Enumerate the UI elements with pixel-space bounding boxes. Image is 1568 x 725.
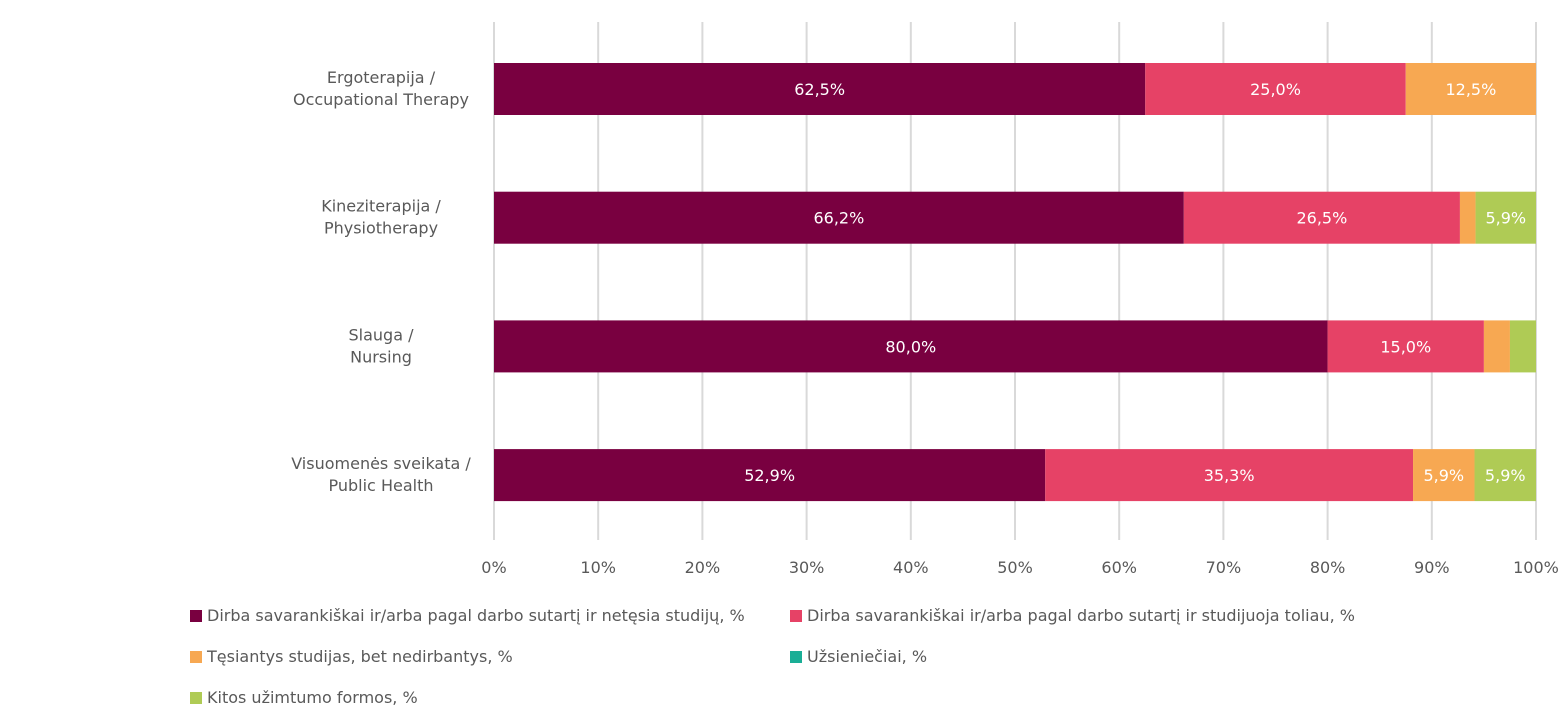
- bar-segment: [1459, 191, 1476, 244]
- data-label: 12,5%: [1445, 80, 1496, 99]
- legend-label: Dirba savarankiškai ir/arba pagal darbo …: [207, 606, 745, 625]
- legend-item: Tęsiantys studijas, bet nedirbantys, %: [190, 647, 513, 666]
- x-axis-tick-labels: 0% 10% 20% 30% 40% 50% 60% 70% 80% 90% 100%: [481, 558, 1559, 577]
- legend-swatch: [190, 650, 202, 663]
- x-tick-label: 90%: [1414, 558, 1450, 577]
- x-tick-label: 40%: [893, 558, 929, 577]
- legend-swatch: [790, 650, 802, 663]
- data-label: 5,9%: [1485, 209, 1526, 228]
- x-tick-label: 60%: [1101, 558, 1137, 577]
- data-label: 80,0%: [885, 337, 936, 356]
- x-tick-label: 100%: [1513, 558, 1559, 577]
- legend-label: Užsieniečiai, %: [807, 647, 928, 666]
- category-label: Occupational Therapy: [293, 90, 469, 109]
- legend-item: Užsieniečiai, %: [790, 647, 927, 666]
- legend-item: Kitos užimtumo formos, %: [190, 688, 418, 707]
- legend-item: Dirba savarankiškai ir/arba pagal darbo …: [190, 606, 745, 625]
- bar-segment: [1327, 320, 1484, 373]
- bars: 62,5% 25,0% 12,5% 66,2% 26,5% 5,9% 80,0% 15,0% 5…: [494, 63, 1536, 502]
- bar-segment: [1474, 449, 1536, 502]
- category-label: Kineziterapija /: [321, 197, 441, 216]
- data-label: 52,9%: [744, 466, 795, 485]
- stacked-bar-chart: 62,5% 25,0% 12,5% 66,2% 26,5% 5,9% 80,0% 15,0% 5…: [291, 22, 1559, 577]
- category-label: Public Health: [329, 476, 434, 495]
- legend-swatch: [190, 609, 202, 622]
- bar-segment: [1045, 449, 1414, 502]
- category-label: Ergoterapija /: [327, 68, 436, 87]
- category-label: Physiotherapy: [324, 219, 438, 238]
- category-label: Nursing: [350, 347, 412, 366]
- x-tick-label: 70%: [1206, 558, 1242, 577]
- bar-segment: [494, 191, 1184, 244]
- category-label: Visuomenės sveikata /: [291, 454, 471, 473]
- data-label: 25,0%: [1250, 80, 1301, 99]
- bar-segment: [1145, 63, 1406, 115]
- legend-swatch: [790, 609, 802, 622]
- legend-swatch: [190, 691, 202, 704]
- bar-segment: [494, 449, 1046, 502]
- x-tick-label: 80%: [1310, 558, 1346, 577]
- x-tick-label: 50%: [997, 558, 1033, 577]
- data-label: 15,0%: [1380, 337, 1431, 356]
- x-tick-label: 10%: [580, 558, 616, 577]
- bar-segment: [494, 320, 1328, 373]
- legend-item: Dirba savarankiškai ir/arba pagal darbo …: [790, 606, 1355, 625]
- category-labels: Ergoterapija / Occupational Therapy Kinezi…: [291, 68, 471, 495]
- bar-segment: [1405, 63, 1536, 115]
- legend-label: Tęsiantys studijas, bet nedirbantys, %: [207, 647, 513, 666]
- category-label: Slauga /: [349, 325, 415, 344]
- data-label: 66,2%: [813, 209, 864, 228]
- data-label: 5,9%: [1485, 466, 1526, 485]
- data-label: 5,9%: [1423, 466, 1464, 485]
- x-tick-label: 0%: [481, 558, 506, 577]
- bar-segment: [494, 63, 1146, 115]
- bar-segment: [1413, 449, 1475, 502]
- x-tick-label: 30%: [789, 558, 825, 577]
- bar-segment: [1183, 191, 1460, 244]
- data-label: 26,5%: [1296, 209, 1347, 228]
- bar-segment: [1475, 191, 1536, 244]
- bar-segment: [1509, 320, 1536, 373]
- legend-label: Kitos užimtumo formos, %: [207, 688, 418, 707]
- legend-label: Dirba savarankiškai ir/arba pagal darbo …: [807, 606, 1355, 625]
- bar-segment: [1483, 320, 1510, 373]
- data-label: 35,3%: [1204, 466, 1255, 485]
- x-tick-label: 20%: [685, 558, 721, 577]
- data-label: 62,5%: [794, 80, 845, 99]
